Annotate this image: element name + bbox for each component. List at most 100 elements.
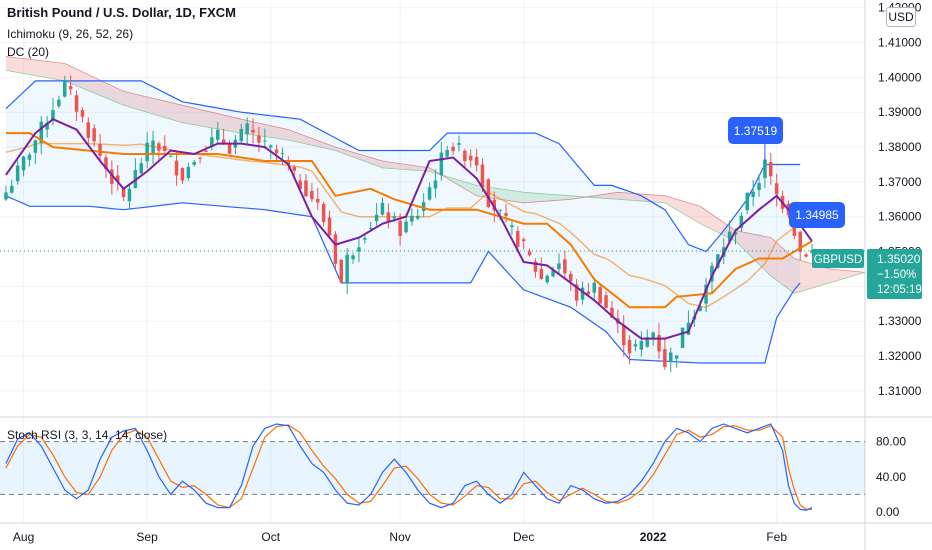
candle-up <box>21 156 26 171</box>
time-tick-label: Aug <box>13 530 34 544</box>
ichimoku-lines <box>5 118 813 340</box>
candle-down <box>451 146 455 152</box>
cloud-segment <box>535 193 542 202</box>
cloud-segment <box>53 62 59 80</box>
cloud-segment <box>547 194 554 201</box>
cloud-segment <box>500 188 506 201</box>
cloud-segment <box>282 128 289 141</box>
cloud-segment <box>611 192 618 200</box>
candle-down <box>610 307 614 318</box>
candle-down <box>292 166 296 171</box>
time-axis[interactable]: Aug Sep Oct Nov Dec 2022 Feb <box>13 530 787 544</box>
candle-up <box>680 327 685 348</box>
candle-down <box>251 129 255 133</box>
candle-up <box>380 202 385 215</box>
stoch-rsi-band <box>0 441 865 495</box>
candle-down <box>527 251 532 256</box>
cloud-segment <box>464 181 471 193</box>
cloud-segment <box>111 85 118 103</box>
price-axis[interactable]: 1.420001.410001.400001.390001.380001.370… <box>878 1 922 398</box>
candle-up <box>374 214 379 221</box>
candle-down <box>539 268 544 279</box>
leading-span-a-line <box>5 70 866 294</box>
candle-down <box>574 284 579 301</box>
candle-down <box>521 239 526 242</box>
candle-up <box>763 159 767 178</box>
cloud-segment <box>194 108 201 126</box>
cloud-segment <box>788 253 795 294</box>
cloud-segment <box>329 144 336 151</box>
candle-up <box>551 270 555 277</box>
candle-up <box>757 183 761 190</box>
cloud-segment <box>288 129 295 142</box>
last-price-tag: 1.35020 −1.50% 12:05:19 <box>867 249 922 299</box>
cloud-segment <box>306 136 312 146</box>
stoch-rsi-tick-label: 40.00 <box>876 470 906 484</box>
cloud-segment <box>5 56 12 72</box>
candle-down <box>463 150 467 161</box>
cloud-segment <box>559 194 565 201</box>
candle-down <box>480 164 485 187</box>
dc-upper-callout: 1.34985 <box>789 202 845 228</box>
candle-down <box>798 231 802 252</box>
ichimoku-legend[interactable]: Ichimoku (9, 26, 52, 26) <box>7 27 134 41</box>
price-tick-label: 1.38000 <box>878 140 922 154</box>
candle-up <box>216 129 220 140</box>
currency-button[interactable]: USD <box>886 7 916 27</box>
cloud-segment <box>694 204 701 224</box>
donchian-legend[interactable]: DC (20) <box>7 45 50 59</box>
candle-down <box>304 180 308 197</box>
cloud-segment <box>600 194 607 199</box>
candle-down <box>227 144 232 154</box>
stoch-rsi-k-line <box>5 423 813 511</box>
cloud-segment <box>106 83 112 101</box>
stoch-rsi-legend[interactable]: Stoch RSI (3, 3, 14, 14, close) <box>7 428 168 442</box>
cloud-segment <box>200 109 206 127</box>
stoch-rsi-d-line <box>5 424 812 510</box>
cloud-segment <box>517 191 524 203</box>
candle-down <box>569 273 573 282</box>
cloud-segment <box>682 201 689 217</box>
cloud-segment <box>735 230 742 247</box>
candle-up <box>710 265 714 282</box>
cloud-segment <box>835 269 842 282</box>
time-tick-label: Sep <box>136 530 158 544</box>
stoch-rsi-axis[interactable]: 80.00 40.00 0.00 <box>876 435 906 519</box>
cloud-segment <box>147 96 153 114</box>
candle-up <box>357 247 361 252</box>
cloud-segment <box>264 124 271 138</box>
cloud-segment <box>529 192 536 203</box>
cloud-segment <box>853 271 860 276</box>
cloud-segment <box>323 142 330 150</box>
cloud-segment <box>300 134 306 144</box>
candle-down <box>110 169 114 185</box>
cloud-segment <box>117 88 124 106</box>
candle-up <box>210 137 214 147</box>
candle-up <box>186 167 191 178</box>
candle-down <box>92 128 96 142</box>
candle-up <box>410 215 414 222</box>
candle-up <box>63 80 67 97</box>
cloud-segment <box>511 190 518 202</box>
price-tick-label: 1.32000 <box>878 349 922 363</box>
cloud-segment <box>712 214 718 233</box>
cloud-segment <box>417 166 424 171</box>
cloud-segment <box>400 163 406 170</box>
cloud-segment <box>841 270 848 280</box>
cloud-segment <box>741 231 748 253</box>
candle-down <box>204 150 208 152</box>
candle-down <box>663 349 667 367</box>
cloud-segment <box>629 193 636 201</box>
dc-upper-callout-text: 1.34985 <box>795 208 839 222</box>
candle-up <box>245 123 249 135</box>
candle-up <box>745 192 749 211</box>
cloud-segment <box>406 164 412 171</box>
candle-down <box>474 156 479 166</box>
candle-down <box>533 261 538 272</box>
cloud-segment <box>394 162 401 170</box>
last-price-countdown: 12:05:19 <box>877 284 922 296</box>
candle-down <box>398 220 402 236</box>
price-tick-label: 1.37000 <box>878 175 922 189</box>
candle-down <box>622 324 626 346</box>
